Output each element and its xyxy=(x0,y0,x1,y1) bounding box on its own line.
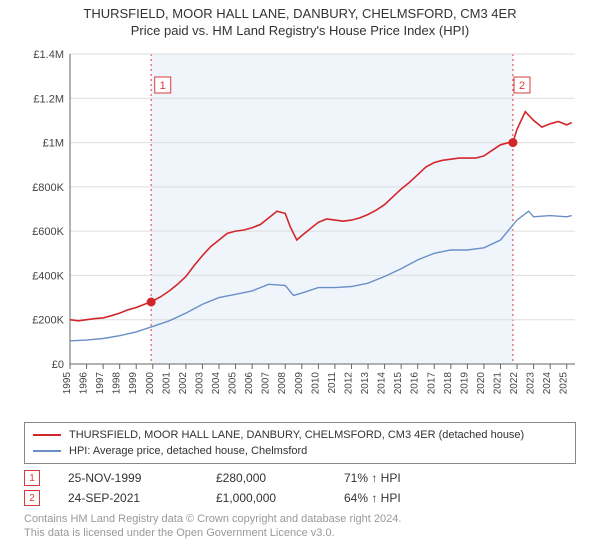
svg-text:2021: 2021 xyxy=(492,372,503,395)
svg-text:2024: 2024 xyxy=(542,372,553,395)
svg-text:£1.4M: £1.4M xyxy=(33,49,64,61)
svg-text:£1M: £1M xyxy=(43,138,64,150)
svg-text:2008: 2008 xyxy=(277,372,288,395)
legend-item: THURSFIELD, MOOR HALL LANE, DANBURY, CHE… xyxy=(33,427,567,443)
svg-text:2015: 2015 xyxy=(393,372,404,395)
sale-row: 1 25-NOV-1999 £280,000 71% ↑ HPI xyxy=(24,468,576,488)
svg-text:2007: 2007 xyxy=(261,372,272,395)
svg-text:2002: 2002 xyxy=(178,372,189,395)
svg-text:2003: 2003 xyxy=(194,372,205,395)
svg-text:£600K: £600K xyxy=(32,226,64,238)
svg-text:2: 2 xyxy=(519,80,525,92)
sale-price: £280,000 xyxy=(216,471,316,485)
svg-text:£800K: £800K xyxy=(32,182,64,194)
legend-label: HPI: Average price, detached house, Chel… xyxy=(69,445,307,457)
svg-text:1: 1 xyxy=(160,80,166,92)
svg-text:2019: 2019 xyxy=(459,372,470,395)
legend-swatch-red xyxy=(33,434,61,436)
legend-item: HPI: Average price, detached house, Chel… xyxy=(33,443,567,459)
page-title-line2: Price paid vs. HM Land Registry's House … xyxy=(8,23,592,38)
svg-text:2011: 2011 xyxy=(327,372,338,394)
footer-attribution: Contains HM Land Registry data © Crown c… xyxy=(24,512,576,541)
svg-text:1998: 1998 xyxy=(112,372,123,395)
sale-hpi: 64% ↑ HPI xyxy=(344,491,434,505)
marker-box-icon: 2 xyxy=(24,490,40,506)
svg-text:1997: 1997 xyxy=(95,372,106,395)
svg-text:2022: 2022 xyxy=(509,372,520,395)
svg-text:£1.2M: £1.2M xyxy=(33,93,64,105)
sale-date: 24-SEP-2021 xyxy=(68,491,188,505)
legend-swatch-blue xyxy=(33,450,61,452)
marker-box-icon: 1 xyxy=(24,470,40,486)
svg-text:£200K: £200K xyxy=(32,315,64,327)
legend: THURSFIELD, MOOR HALL LANE, DANBURY, CHE… xyxy=(24,422,576,464)
sale-price: £1,000,000 xyxy=(216,491,316,505)
svg-text:2017: 2017 xyxy=(426,372,437,395)
svg-text:1995: 1995 xyxy=(62,372,73,395)
svg-text:2004: 2004 xyxy=(211,372,222,395)
svg-text:2023: 2023 xyxy=(526,372,537,395)
svg-text:2000: 2000 xyxy=(145,372,156,395)
sale-hpi: 71% ↑ HPI xyxy=(344,471,434,485)
svg-text:2025: 2025 xyxy=(559,372,570,395)
svg-text:2020: 2020 xyxy=(476,372,487,395)
svg-text:2012: 2012 xyxy=(343,372,354,395)
page-title-line1: THURSFIELD, MOOR HALL LANE, DANBURY, CHE… xyxy=(8,6,592,21)
svg-text:2016: 2016 xyxy=(410,372,421,395)
sale-date: 25-NOV-1999 xyxy=(68,471,188,485)
svg-text:2014: 2014 xyxy=(377,372,388,395)
svg-text:2006: 2006 xyxy=(244,372,255,395)
price-chart: £0 £200K £400K £600K £800K £1M £1.2M £1.4M 1995 1… xyxy=(20,44,580,414)
svg-text:2005: 2005 xyxy=(228,372,239,395)
svg-text:2001: 2001 xyxy=(161,372,172,395)
svg-text:£400K: £400K xyxy=(32,270,64,282)
svg-text:2009: 2009 xyxy=(294,372,305,395)
legend-label: THURSFIELD, MOOR HALL LANE, DANBURY, CHE… xyxy=(69,429,524,441)
sales-list: 1 25-NOV-1999 £280,000 71% ↑ HPI 2 24-SE… xyxy=(24,468,576,508)
svg-text:2018: 2018 xyxy=(443,372,454,395)
svg-text:1999: 1999 xyxy=(128,372,139,395)
svg-text:1996: 1996 xyxy=(79,372,90,395)
svg-text:£0: £0 xyxy=(52,359,64,371)
svg-text:2013: 2013 xyxy=(360,372,371,395)
sale-row: 2 24-SEP-2021 £1,000,000 64% ↑ HPI xyxy=(24,488,576,508)
svg-text:2010: 2010 xyxy=(310,372,321,395)
